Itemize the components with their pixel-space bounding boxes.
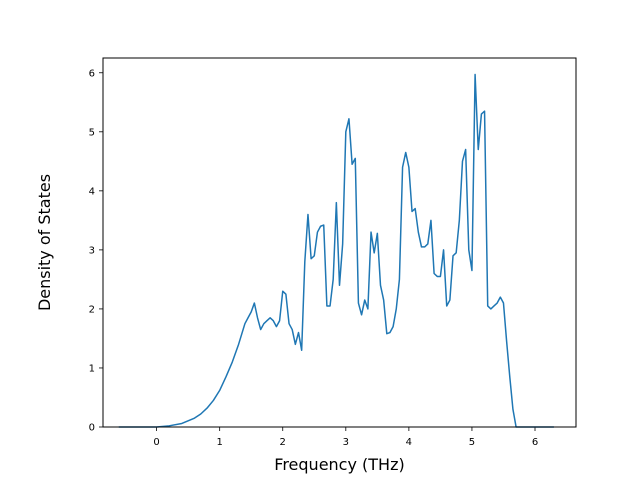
x-tick-label: 0 — [153, 437, 159, 448]
y-axis-ticks: 0 1 2 3 4 5 6 — [89, 68, 103, 434]
y-tick-label: 3 — [89, 245, 95, 256]
y-axis-label: Density of States — [35, 174, 54, 311]
x-tick-label: 2 — [280, 437, 286, 448]
y-tick-label: 0 — [89, 423, 95, 434]
x-tick-label: 3 — [343, 437, 349, 448]
y-tick-label: 1 — [89, 363, 95, 374]
y-tick-label: 5 — [89, 127, 95, 138]
x-tick-label: 5 — [469, 437, 475, 448]
y-tick-label: 6 — [89, 68, 95, 79]
axes-frame — [102, 57, 577, 428]
x-tick-label: 6 — [532, 437, 538, 448]
dos-series-line — [118, 73, 554, 428]
x-tick-label: 1 — [216, 437, 222, 448]
y-tick-label: 2 — [89, 304, 95, 315]
x-axis-ticks: 0 1 2 3 4 5 6 — [153, 427, 538, 448]
x-tick-label: 4 — [406, 437, 412, 448]
y-tick-label: 4 — [89, 186, 95, 197]
x-axis-label: Frequency (THz) — [274, 455, 404, 474]
